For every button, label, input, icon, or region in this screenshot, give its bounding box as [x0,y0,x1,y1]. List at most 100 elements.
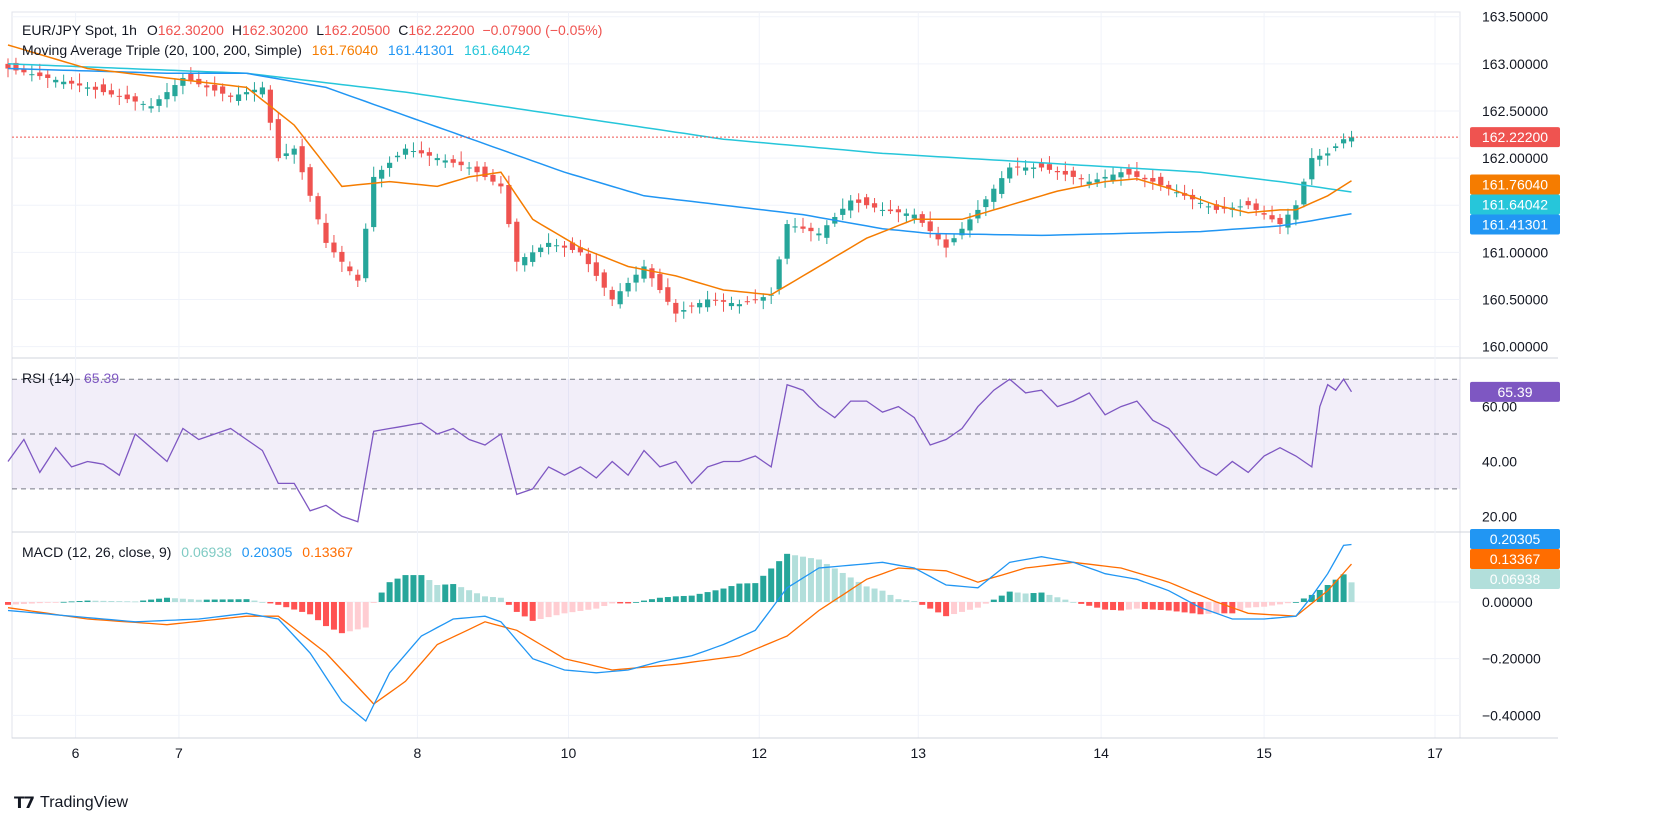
macd-hist-bar [664,597,671,602]
macd-hist-bar [1062,599,1069,602]
macd-hist-bar [990,599,997,602]
candle-body [1174,192,1180,194]
rsi-label: RSI (14) [22,370,75,386]
macd-hist-bar [625,602,632,604]
macd-hist-bar [52,602,59,603]
candle-body [824,225,830,238]
macd-hist-bar [44,602,51,603]
macd-hist-bar [688,595,695,602]
macd-hist-bar [1006,591,1013,602]
macd-hist-bar [1173,602,1180,612]
candle-body [418,150,424,154]
rsi-tag-bg [1470,381,1560,402]
macd-hist-bar [497,597,504,602]
macd-hist-bar [617,602,624,604]
tradingview-logo[interactable]: 𝗧𝟳 TradingView [14,793,128,813]
candle-body [625,282,631,292]
candle-body [156,99,162,106]
macd-hist-bar [1046,594,1053,602]
candle-body [172,85,178,97]
macd-hist-bar [656,597,663,602]
candle-body [697,302,703,308]
candle-body [1110,174,1116,181]
candle-body [1245,201,1251,206]
rsi-tick-label: 60.00 [1482,399,1517,415]
brand-name: TradingView [40,794,129,811]
x-tick-label: 10 [561,745,577,761]
candle-body [394,155,401,158]
macd-hist-bar [1269,602,1276,606]
rsi-tick-label: 20.00 [1482,508,1517,524]
candle-body [466,167,472,169]
candle-body [13,62,19,71]
macd-hist-bar [1340,574,1347,602]
macd-hist-bar [807,558,814,602]
candle-body [180,77,186,86]
candle-body [339,251,345,262]
candle-body [283,153,289,156]
macd-hist-bar [299,602,306,612]
macd-hist-bar [275,602,282,605]
macd-hist-bar [998,595,1005,602]
candle-body [1285,214,1291,228]
ohlc-values: O162.30200 H162.30200 L162.20500 C162.22200… [147,22,603,38]
price-legend: EUR/JPY Spot, 1h O162.30200 H162.30200 L16… [22,22,608,38]
candle-body [490,174,496,182]
macd-hist-bar [505,602,512,605]
macd-hist-bar [1014,592,1021,602]
plot-frame [11,11,1461,739]
macd-hist-bar [1070,602,1077,603]
price-tick-label: 162.00000 [1482,150,1548,166]
candle-body [458,161,464,166]
x-tick-label: 8 [414,745,422,761]
macd-tag-text: 0.20305 [1490,531,1541,547]
price-tick-label: 163.00000 [1482,56,1548,72]
macd-hist-bar [116,601,123,602]
macd-hist-bar [442,584,449,602]
macd-hist-bar [601,602,608,607]
macd-hist-bar [1078,602,1085,604]
macd-hist-bar [1277,602,1283,605]
macd-hist-bar [839,572,846,602]
macd-hist-bar [823,563,830,602]
x-tick-label: 12 [751,745,767,761]
ma20-tag-text: 161.76040 [1482,177,1548,193]
macd-hist-bar [585,602,592,610]
macd-hist-bar [156,598,163,602]
ma200-tag-bg [1470,194,1560,215]
macd-hist-bar [370,602,377,603]
macd-hist-bar [450,584,457,602]
candle-body [506,185,512,225]
candle-body [251,89,258,93]
tradingview-logo-icon: 𝗧𝟳 [14,795,35,812]
macd-hist-value: 0.06938 [181,544,232,560]
candle-body [37,72,43,77]
candle-body [164,92,170,100]
candle-body [1023,167,1029,171]
candle-body [911,214,917,219]
macd-hist-bar [609,602,616,604]
candle-body [1269,215,1275,220]
candle-body [69,80,75,84]
macd-signal-line [7,561,1352,705]
macd-hist-bar [1133,602,1140,609]
ma100-line [7,67,1352,237]
macd-hist-bar [1189,602,1196,614]
candle-body [887,209,894,212]
macd-hist-bar [1245,602,1252,608]
ma20-value: 161.76040 [311,42,378,58]
macd-hist-bar [1054,597,1061,602]
candle-body [752,299,758,301]
macd-signal-value: 0.13367 [302,544,353,560]
candle-body [124,94,130,100]
macd-hist-bar [1125,602,1132,610]
macd-hist-bar [1221,602,1228,614]
candle-body [1253,203,1259,210]
macd-hist-bar [1030,593,1037,602]
candle-body [355,274,361,281]
candle-body [5,63,11,69]
candle-body [657,274,663,291]
candle-body [800,226,806,229]
candle-body [999,178,1005,194]
